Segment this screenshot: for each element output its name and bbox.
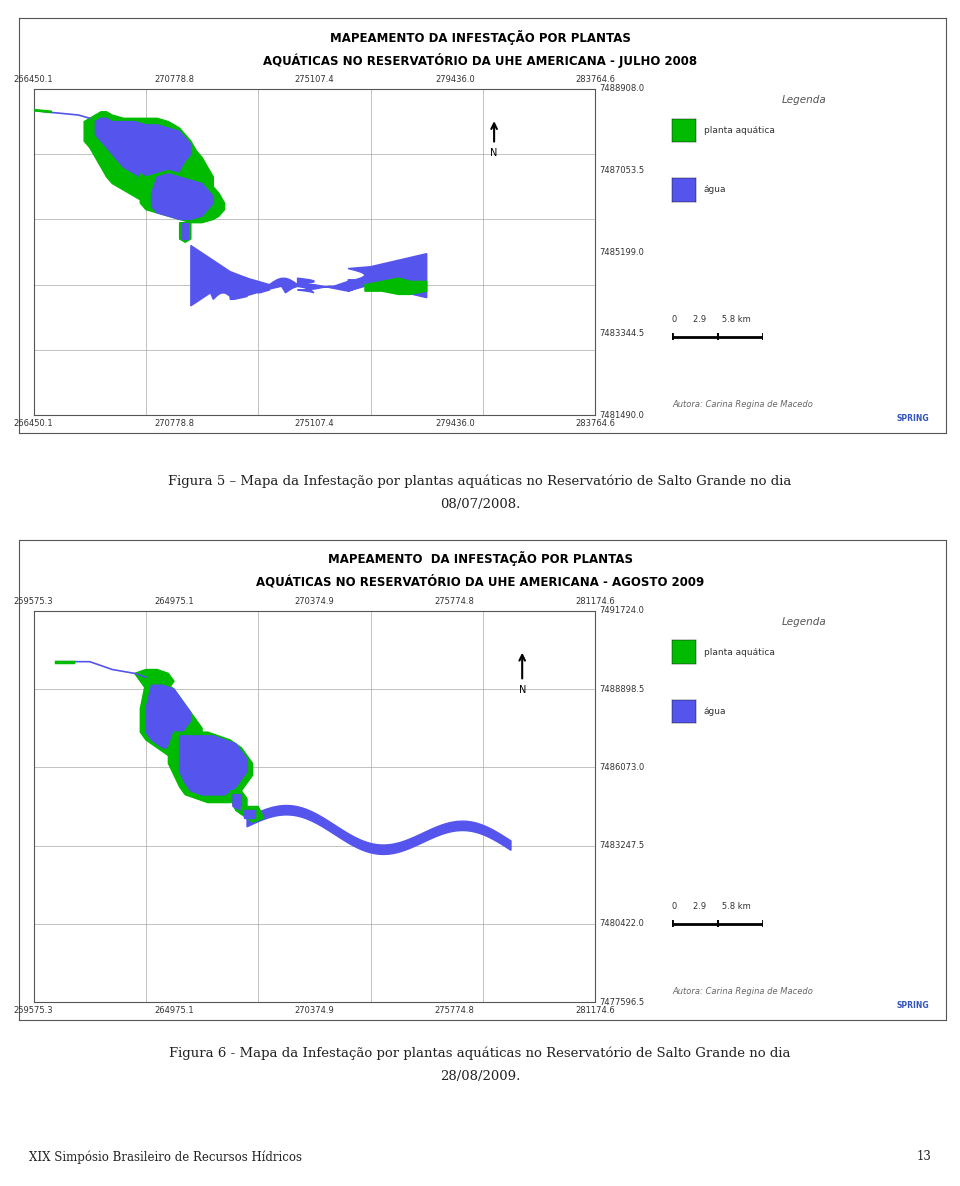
Text: AQUÁTICAS NO RESERVATÓRIO DA UHE AMERICANA - AGOSTO 2009: AQUÁTICAS NO RESERVATÓRIO DA UHE AMERICA…: [256, 575, 704, 588]
Text: N: N: [518, 686, 526, 695]
Text: N: N: [491, 148, 498, 158]
Polygon shape: [146, 686, 191, 747]
Polygon shape: [180, 219, 191, 242]
Text: 264975.1: 264975.1: [155, 1006, 194, 1015]
Text: Autora: Carina Regina de Macedo: Autora: Carina Regina de Macedo: [672, 400, 813, 409]
Text: Figura 6 - Mapa da Infestação por plantas aquáticas no Reservatório de Salto Gra: Figura 6 - Mapa da Infestação por planta…: [169, 1046, 791, 1083]
Text: 7483344.5: 7483344.5: [599, 329, 644, 338]
Text: 7488898.5: 7488898.5: [599, 684, 644, 694]
Text: 7483247.5: 7483247.5: [599, 841, 644, 850]
Polygon shape: [152, 174, 213, 219]
Text: 270778.8: 270778.8: [154, 75, 194, 84]
Text: MAPEAMENTO  DA INFESTAÇÃO POR PLANTAS: MAPEAMENTO DA INFESTAÇÃO POR PLANTAS: [327, 551, 633, 567]
Text: 283764.6: 283764.6: [575, 419, 615, 428]
Polygon shape: [182, 223, 188, 240]
Text: Autora: Carina Regina de Macedo: Autora: Carina Regina de Macedo: [672, 987, 813, 996]
Text: 279436.0: 279436.0: [435, 419, 474, 428]
Text: planta aquática: planta aquática: [704, 126, 775, 135]
Text: 7477596.5: 7477596.5: [599, 997, 644, 1007]
Text: 264975.1: 264975.1: [155, 597, 194, 606]
Text: 13: 13: [917, 1150, 931, 1163]
Text: 275774.8: 275774.8: [435, 597, 475, 606]
Text: 281174.6: 281174.6: [575, 1006, 615, 1015]
Text: 279436.0: 279436.0: [435, 75, 474, 84]
Text: 7487053.5: 7487053.5: [599, 166, 644, 176]
Text: 7481490.0: 7481490.0: [599, 410, 644, 420]
Polygon shape: [191, 246, 426, 306]
Text: Legenda: Legenda: [781, 95, 827, 104]
Polygon shape: [180, 737, 247, 795]
Text: 270778.8: 270778.8: [154, 419, 194, 428]
Text: 275107.4: 275107.4: [295, 419, 334, 428]
Text: 7488908.0: 7488908.0: [599, 84, 644, 94]
Text: 283764.6: 283764.6: [575, 75, 615, 84]
Text: 7485199.0: 7485199.0: [599, 248, 644, 256]
Text: água: água: [704, 185, 726, 195]
Text: SPRING: SPRING: [897, 1001, 929, 1010]
Text: 266450.1: 266450.1: [13, 75, 54, 84]
Text: 270374.9: 270374.9: [295, 1006, 334, 1015]
Text: Legenda: Legenda: [781, 617, 827, 626]
Text: AQUÁTICAS NO RESERVATÓRIO DA UHE AMERICANA - JULHO 2008: AQUÁTICAS NO RESERVATÓRIO DA UHE AMERICA…: [263, 53, 697, 69]
Polygon shape: [95, 119, 191, 187]
Text: 0      2.9      5.8 km: 0 2.9 5.8 km: [672, 901, 751, 911]
Text: 275774.8: 275774.8: [435, 1006, 475, 1015]
Text: água: água: [704, 707, 726, 716]
Polygon shape: [140, 174, 157, 197]
Text: 7486073.0: 7486073.0: [599, 763, 644, 772]
Text: 270374.9: 270374.9: [295, 597, 334, 606]
Polygon shape: [247, 805, 511, 854]
Polygon shape: [365, 279, 426, 294]
Text: 259575.3: 259575.3: [13, 1006, 54, 1015]
Polygon shape: [225, 275, 247, 292]
Text: 275107.4: 275107.4: [295, 75, 334, 84]
Polygon shape: [233, 795, 241, 810]
Text: 7480422.0: 7480422.0: [599, 919, 644, 929]
Text: 259575.3: 259575.3: [13, 597, 54, 606]
Polygon shape: [134, 669, 174, 693]
Polygon shape: [84, 111, 213, 216]
Polygon shape: [180, 737, 247, 795]
Text: 281174.6: 281174.6: [575, 597, 615, 606]
Text: MAPEAMENTO DA INFESTAÇÃO POR PLANTAS: MAPEAMENTO DA INFESTAÇÃO POR PLANTAS: [329, 30, 631, 45]
Polygon shape: [241, 806, 264, 822]
Text: Figura 5 – Mapa da Infestação por plantas aquáticas no Reservatório de Salto Gra: Figura 5 – Mapa da Infestação por planta…: [168, 474, 792, 511]
Text: 7491724.0: 7491724.0: [599, 606, 644, 616]
Polygon shape: [230, 791, 247, 815]
Text: SPRING: SPRING: [897, 414, 929, 423]
Text: 0      2.9      5.8 km: 0 2.9 5.8 km: [672, 314, 751, 324]
Text: 266450.1: 266450.1: [13, 419, 54, 428]
Polygon shape: [140, 681, 202, 759]
Text: XIX Simpósio Brasileiro de Recursos Hídricos: XIX Simpósio Brasileiro de Recursos Hídr…: [29, 1150, 301, 1163]
Text: planta aquática: planta aquática: [704, 648, 775, 657]
Polygon shape: [168, 732, 252, 803]
Polygon shape: [140, 171, 225, 223]
Polygon shape: [244, 810, 255, 818]
